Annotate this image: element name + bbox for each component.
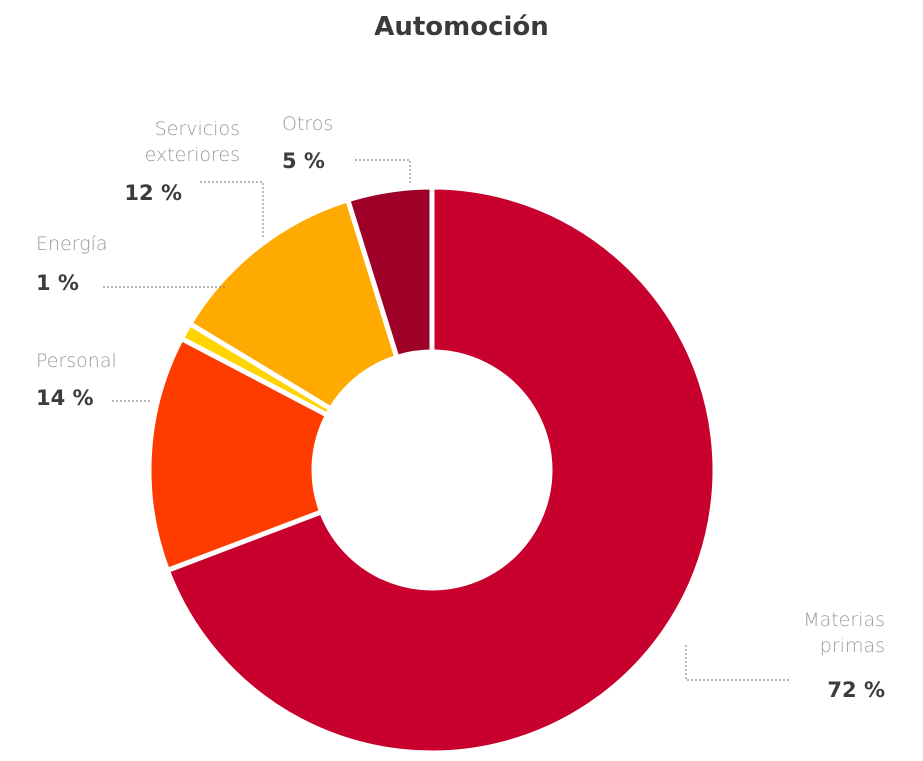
slice-materias (164, 184, 718, 756)
slice-value-otros: 5 % (282, 149, 325, 173)
slice-label-materias: primas (820, 635, 885, 657)
leader-line-servicios (200, 181, 264, 238)
slice-label-servicios: exteriores (145, 144, 240, 166)
label-group-personal: Personal 14 % (36, 350, 152, 410)
slice-value-energia: 1 % (36, 271, 79, 295)
leader-line-materias (685, 645, 790, 681)
slice-value-servicios: 12 % (124, 181, 182, 205)
slice-label-energia: Energía (36, 233, 108, 255)
chart-title: Automoción (374, 12, 549, 42)
slice-label-materias: Materias (803, 609, 885, 631)
label-group-servicios: Servicios exteriores 12 % (124, 118, 264, 238)
label-group-energia: Energía 1 % (36, 233, 225, 295)
slice-value-materias: 72 % (827, 678, 885, 702)
slice-value-personal: 14 % (36, 386, 94, 410)
leader-line-otros (355, 159, 411, 185)
slice-label-personal: Personal (36, 350, 117, 372)
slice-label-servicios: Servicios (155, 118, 240, 140)
label-group-materias: Materias primas 72 % (685, 609, 885, 702)
slice-label-otros: Otros (282, 113, 333, 135)
slice-servicios (187, 197, 400, 412)
slice-otros (345, 184, 435, 360)
slice-personal (146, 335, 331, 573)
label-group-otros: Otros 5 % (282, 113, 411, 185)
